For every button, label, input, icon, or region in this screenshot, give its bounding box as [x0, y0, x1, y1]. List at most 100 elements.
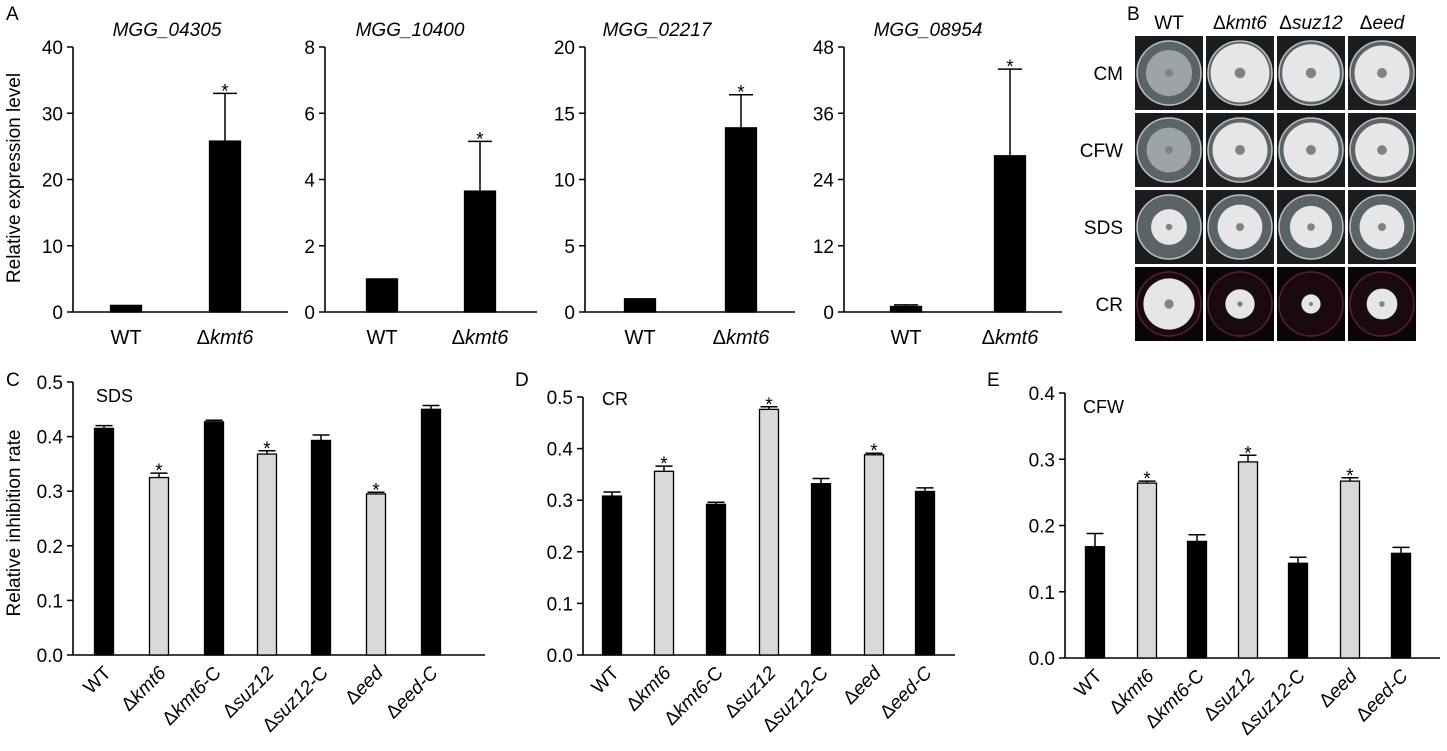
y-tick-label: 8 — [304, 38, 315, 59]
chart-mgg-10400: 0 2 4 6 8 MGG_10400 WT * Δkmt6 — [304, 20, 537, 349]
colony-center — [1377, 222, 1387, 232]
bar — [1390, 552, 1412, 659]
x-category-label: Δkmt6 — [118, 662, 171, 715]
y-tick-label: 0 — [52, 303, 63, 324]
y-tick-label: 2 — [304, 237, 315, 258]
y-tick-label: 0.3 — [547, 491, 573, 512]
x-category-label: Δeed-C — [382, 662, 443, 723]
panel-letter-b: B — [1127, 4, 1140, 25]
colony-center — [1165, 223, 1173, 231]
y-tick-label: 0.2 — [1029, 517, 1055, 538]
strain-name: kmt6 — [1226, 13, 1268, 34]
bar — [148, 476, 170, 656]
colony-center — [1305, 67, 1317, 79]
colony-center — [1237, 301, 1243, 307]
plate-column-label: Δsuz12 — [1279, 13, 1343, 34]
colony-center — [1306, 145, 1316, 155]
chart-mgg-08954: 0 12 24 36 48 MGG_08954 WT * Δkmt6 — [813, 20, 1062, 349]
bar — [1237, 461, 1259, 659]
chart-title: CFW — [1083, 397, 1124, 417]
colony-center — [1309, 302, 1313, 306]
x-category-label: Δkmt6-C — [158, 663, 225, 730]
x-category-label: WT — [110, 327, 141, 349]
y-tick-label: 48 — [813, 38, 834, 59]
y-tick-label: 20 — [42, 171, 63, 192]
chart-mgg-04305: 0 10 20 30 40 MGG_04305 WT * Δkmt6 — [42, 20, 288, 349]
bar — [1339, 480, 1361, 659]
y-tick-label: 40 — [42, 38, 63, 59]
bar — [208, 140, 242, 313]
y-tick-label: 10 — [554, 171, 575, 192]
x-category-label: WT — [366, 327, 397, 349]
bar — [310, 439, 332, 656]
chart-title: CR — [602, 389, 628, 409]
panel-letter-d: D — [515, 370, 529, 391]
strain-name: eed — [1373, 13, 1406, 34]
significance-star: * — [221, 81, 229, 102]
bar — [623, 298, 657, 313]
strain-name: WT — [1071, 665, 1107, 701]
y-tick-label: 6 — [304, 104, 315, 125]
bar — [463, 190, 497, 313]
delta-prefix: Δ — [713, 327, 726, 349]
colony-center — [1377, 145, 1387, 155]
strain-name: kmt6 — [210, 327, 254, 349]
strain-name: eed-C — [885, 662, 937, 714]
significance-star: * — [372, 480, 380, 501]
y-tick-label: 0.1 — [37, 591, 63, 612]
colony-center — [1235, 222, 1245, 232]
y-axis-title-inhibition: Relative inhibition rate — [4, 430, 25, 617]
significance-star: * — [155, 461, 163, 482]
strain-name: kmt6 — [726, 327, 770, 349]
plate-row-label: CR — [1096, 295, 1123, 316]
y-tick-label: 5 — [564, 237, 575, 258]
panel-letter-a: A — [6, 4, 19, 25]
bar — [758, 408, 780, 656]
plate-row-label: SDS — [1084, 218, 1123, 239]
panel-letter-c: C — [6, 370, 20, 391]
strain-name: WT — [80, 662, 116, 698]
colony-center — [1164, 145, 1174, 155]
strain-name: suz12 — [1292, 13, 1343, 34]
colony-center — [1234, 67, 1246, 79]
y-axis-title-expression: Relative expression level — [4, 73, 25, 283]
panel-letter-e: E — [987, 370, 1000, 391]
x-category-label: Δeed — [341, 662, 388, 709]
chart-mgg-02217: 0 5 10 15 20 MGG_02217 WT * Δkmt6 — [554, 20, 795, 349]
x-category-label: WT — [890, 327, 921, 349]
delta-prefix: Δ — [1360, 13, 1373, 34]
x-category-label: WT — [80, 662, 116, 698]
significance-star: * — [737, 83, 745, 104]
strain-name: WT — [890, 327, 921, 349]
bar — [914, 490, 936, 656]
x-category-label: Δeed-C — [876, 662, 937, 723]
delta-prefix: Δ — [1279, 13, 1292, 34]
significance-star: * — [1346, 466, 1354, 487]
y-tick-label: 0.1 — [547, 594, 573, 615]
plate-row-label: CM — [1093, 64, 1123, 85]
x-category-label: Δeed — [839, 662, 886, 709]
plate-column-label: Δkmt6 — [1213, 13, 1267, 34]
y-tick-label: 15 — [554, 104, 575, 125]
y-tick-label: 24 — [813, 171, 835, 192]
chart-title: MGG_10400 — [356, 20, 465, 41]
significance-star: * — [1244, 443, 1252, 464]
y-tick-label: 0.2 — [547, 543, 573, 564]
bar — [705, 503, 727, 656]
x-category-label: WT — [588, 662, 624, 698]
y-tick-label: 0.4 — [1029, 384, 1056, 405]
strain-name: WT — [110, 327, 141, 349]
x-category-label: Δkmt6 — [197, 327, 255, 349]
bar — [1186, 540, 1208, 659]
strain-name: suz12 — [228, 662, 279, 713]
chart-cr-inhibition: 0.00.10.20.30.40.5 CRWT*Δkmt6Δkmt6-C*Δsuz… — [547, 388, 955, 737]
y-tick-label: 0.5 — [37, 373, 63, 394]
chart-cfw-inhibition: 0.00.10.20.30.4CFWWT*Δkmt6Δkmt6-C*Δsuz12… — [1029, 384, 1440, 740]
y-tick-label: 12 — [813, 237, 834, 258]
delta-prefix: Δ — [982, 327, 995, 349]
plate-column-label: WT — [1154, 13, 1184, 34]
significance-star: * — [1143, 469, 1151, 490]
bar — [256, 453, 278, 656]
strain-name: eed-C — [1361, 665, 1413, 717]
